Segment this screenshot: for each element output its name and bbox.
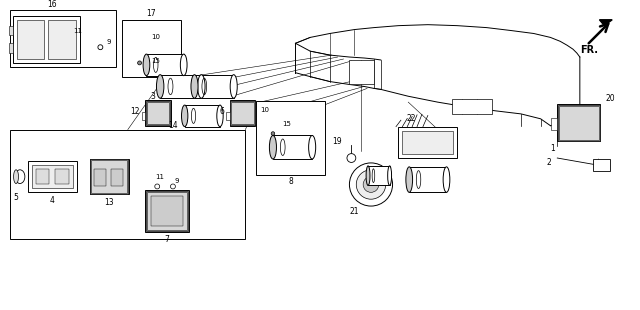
Text: 22: 22 (406, 114, 416, 123)
Circle shape (138, 61, 141, 65)
Text: 13: 13 (104, 198, 114, 207)
Bar (49, 20, 76, 59)
Bar (452, 99, 492, 114)
Bar (90, 159, 129, 194)
Bar (147, 54, 184, 76)
Bar (230, 100, 255, 126)
Bar (32, 165, 73, 188)
Bar (195, 75, 234, 98)
Bar (226, 112, 230, 120)
Ellipse shape (143, 54, 150, 76)
Bar (9, 43, 13, 53)
Bar (122, 20, 180, 77)
Text: 8: 8 (288, 177, 293, 186)
Text: 9: 9 (106, 39, 111, 45)
Text: 16: 16 (48, 0, 58, 9)
Text: 17: 17 (147, 9, 156, 18)
Text: 11: 11 (74, 28, 83, 33)
Bar (160, 75, 202, 98)
Bar (231, 102, 254, 124)
Circle shape (347, 154, 356, 162)
Ellipse shape (15, 170, 25, 184)
Text: 15: 15 (282, 121, 291, 127)
Ellipse shape (406, 167, 413, 192)
Text: 20: 20 (605, 94, 615, 103)
Ellipse shape (308, 135, 316, 159)
Text: 9: 9 (175, 178, 179, 184)
Ellipse shape (13, 170, 19, 184)
Text: 4: 4 (50, 196, 55, 205)
Circle shape (356, 170, 386, 199)
Text: 14: 14 (168, 121, 178, 130)
Text: 5: 5 (13, 193, 19, 202)
Bar (273, 135, 312, 159)
Text: 19: 19 (332, 137, 342, 146)
Text: FR.: FR. (580, 45, 598, 55)
Bar (95, 169, 106, 186)
Bar (409, 167, 447, 192)
Bar (91, 161, 127, 193)
Ellipse shape (388, 166, 392, 185)
Ellipse shape (443, 167, 450, 192)
Circle shape (170, 184, 175, 189)
Bar (151, 196, 183, 226)
Text: 7: 7 (164, 235, 170, 244)
Polygon shape (600, 20, 612, 26)
Ellipse shape (366, 166, 370, 185)
Circle shape (349, 163, 392, 206)
Bar (593, 159, 610, 171)
Bar (559, 106, 599, 140)
Ellipse shape (269, 135, 276, 159)
Ellipse shape (180, 54, 187, 76)
Text: 6: 6 (219, 108, 224, 117)
Bar (28, 161, 77, 192)
Ellipse shape (198, 75, 205, 98)
Ellipse shape (156, 75, 164, 98)
Circle shape (363, 177, 379, 192)
Bar (141, 112, 145, 120)
Text: 3: 3 (150, 92, 156, 101)
Bar (147, 192, 187, 230)
Bar (55, 169, 69, 184)
Bar (230, 101, 255, 125)
Bar (399, 127, 457, 158)
Bar (9, 26, 13, 35)
Circle shape (98, 45, 103, 50)
Bar (17, 20, 44, 59)
Ellipse shape (191, 75, 198, 98)
Text: 2: 2 (547, 158, 552, 167)
Bar (10, 10, 116, 67)
Text: 11: 11 (156, 174, 164, 180)
Bar (146, 191, 188, 231)
Text: 21: 21 (349, 207, 359, 216)
Text: 10: 10 (151, 34, 161, 40)
Ellipse shape (230, 75, 237, 98)
Bar (13, 16, 80, 63)
Circle shape (271, 132, 275, 135)
Ellipse shape (217, 105, 223, 127)
Circle shape (155, 184, 160, 189)
Bar (256, 101, 325, 175)
Bar (145, 190, 189, 232)
Bar (10, 130, 246, 239)
Text: 1: 1 (550, 144, 556, 153)
Text: 12: 12 (130, 108, 140, 117)
Bar (552, 118, 557, 130)
Bar (368, 166, 390, 185)
Bar (111, 169, 123, 186)
Bar (147, 102, 170, 124)
Bar (557, 104, 600, 141)
Bar (90, 159, 128, 194)
Ellipse shape (182, 105, 188, 127)
Text: 15: 15 (151, 58, 160, 64)
Bar (403, 131, 453, 154)
Bar (146, 101, 170, 125)
Bar (558, 104, 600, 141)
Text: 10: 10 (260, 107, 269, 113)
Bar (185, 105, 220, 127)
Bar (145, 100, 171, 126)
Bar (349, 60, 374, 85)
Bar (36, 169, 49, 184)
